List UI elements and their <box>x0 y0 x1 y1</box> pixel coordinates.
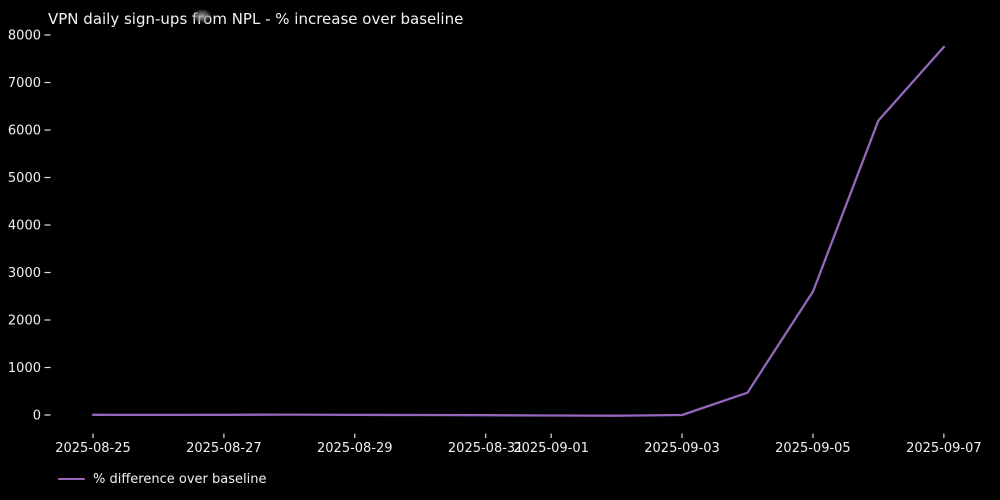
y-tick-label: 5000 <box>8 171 41 186</box>
x-tick-label: 2025-08-27 <box>186 441 262 456</box>
y-tick-label: 7000 <box>8 76 41 91</box>
y-tick-label: 1000 <box>8 361 41 376</box>
x-tick-label: 2025-09-01 <box>513 441 589 456</box>
y-tick-label: 4000 <box>8 219 41 234</box>
x-tick-label: 2025-09-03 <box>644 441 720 456</box>
x-tick-label: 2025-09-07 <box>906 441 982 456</box>
legend: % difference over baseline <box>58 471 266 487</box>
legend-label: % difference over baseline <box>93 471 267 487</box>
x-tick-label: 2025-09-05 <box>775 441 851 456</box>
y-tick-label: 0 <box>33 409 41 424</box>
y-tick-label: 3000 <box>8 266 41 281</box>
x-tick-label: 2025-08-25 <box>55 441 131 456</box>
y-tick-label: 6000 <box>8 124 41 139</box>
x-tick-label: 2025-08-31 <box>448 441 524 456</box>
legend-line-swatch <box>58 477 85 481</box>
series-line <box>91 45 946 417</box>
y-tick-label: 8000 <box>8 29 41 44</box>
x-tick-label: 2025-08-29 <box>317 441 393 456</box>
chart-title: VPN daily sign-ups from NPL - % increase… <box>48 10 464 28</box>
y-tick-label: 2000 <box>8 314 41 329</box>
